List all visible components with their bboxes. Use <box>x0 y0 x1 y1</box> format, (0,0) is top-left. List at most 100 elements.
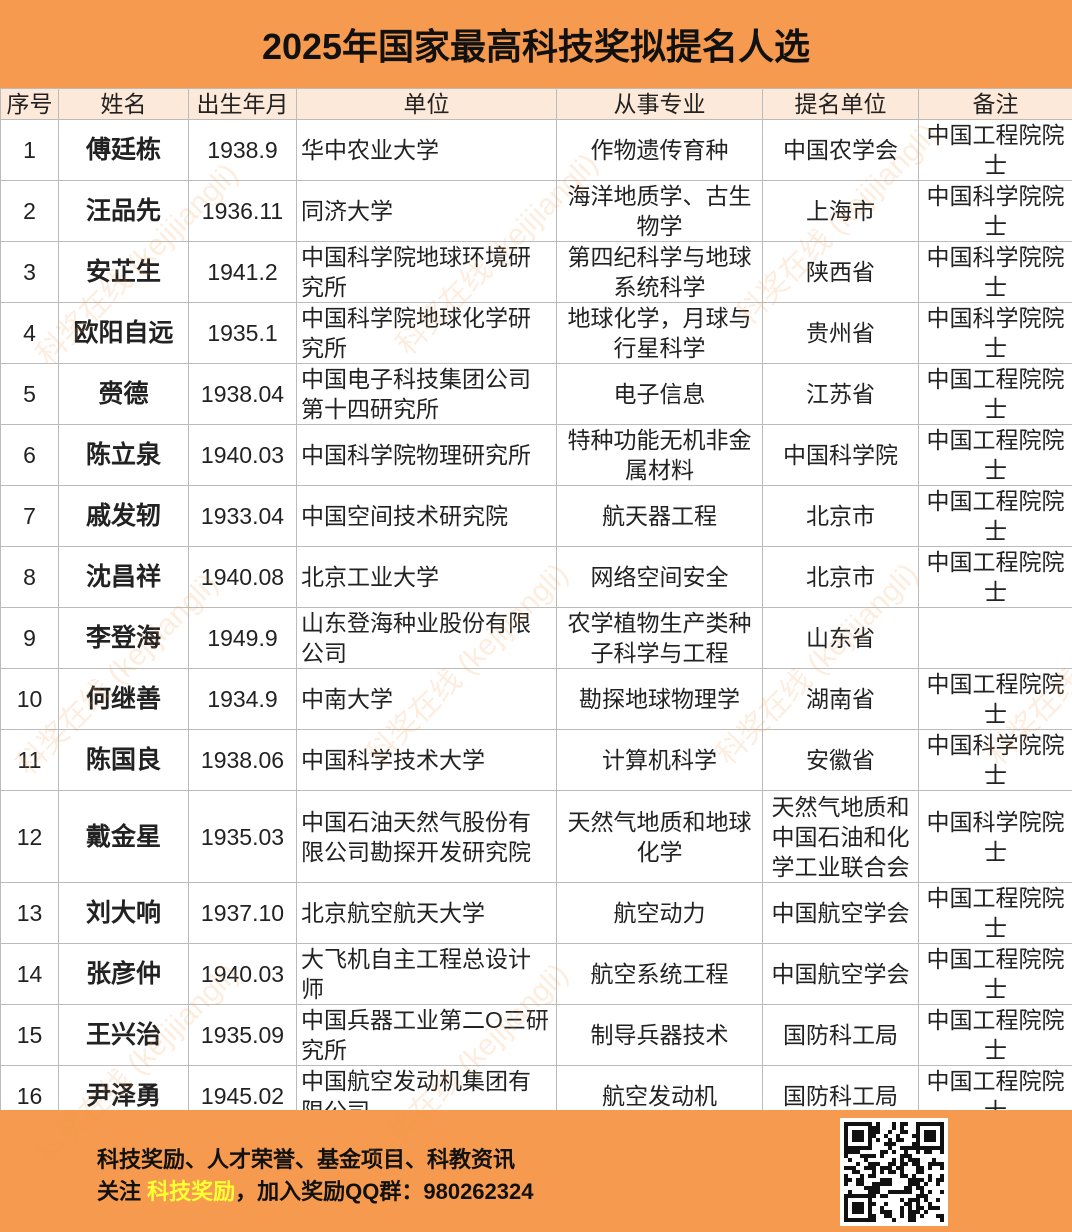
table-cell: 中国工程院院士 <box>918 1004 1072 1066</box>
table-cell: 计算机科学 <box>556 729 763 791</box>
column-header: 单位 <box>296 88 557 120</box>
table-cell: 中国航空学会 <box>762 882 919 944</box>
footer: 科技奖励、人才荣誉、基金项目、科教资讯 关注 科技奖励，加入奖励QQ群：9802… <box>0 1110 1072 1232</box>
table-row: 7 戚发轫 1933.04 中国空间技术研究院 航天器工程 北京市 中国工程院院士 <box>0 485 1072 547</box>
table-cell: 航天器工程 <box>556 485 763 547</box>
title: 2025年国家最高科技奖拟提名人选 <box>0 0 1072 88</box>
table-cell: 地球化学，月球与行星科学 <box>556 302 763 364</box>
table-cell: 王兴治 <box>58 1004 189 1066</box>
table-cell: 中国工程院院士 <box>918 363 1072 425</box>
table-cell: 中国空间技术研究院 <box>296 485 557 547</box>
table-cell: 15 <box>0 1004 59 1066</box>
table-cell: 张彦仲 <box>58 943 189 1005</box>
table-cell: 中国科学院院士 <box>918 180 1072 242</box>
table-cell: 李登海 <box>58 607 189 669</box>
table-cell: 上海市 <box>762 180 919 242</box>
table-row: 13 刘大响 1937.10 北京航空航天大学 航空动力 中国航空学会 中国工程院院士 <box>0 882 1072 944</box>
table-cell: 傅廷栋 <box>58 119 189 181</box>
table-row: 14 张彦仲 1940.03 大飞机自主工程总设计师 航空系统工程 中国航空学会 中国工程院… <box>0 943 1072 1005</box>
table-cell: 汪品先 <box>58 180 189 242</box>
text: ，加入奖励QQ群：980262324 <box>235 1179 534 1204</box>
table-cell: 北京市 <box>762 485 919 547</box>
table-row: 12 戴金星 1935.03 中国石油天然气股份有限公司勘探开发研究院 天然气地质和地球… <box>0 790 1072 883</box>
table-cell: 戴金星 <box>58 790 189 883</box>
table-cell: 2 <box>0 180 59 242</box>
column-header: 出生年月 <box>188 88 297 120</box>
table-cell: 农学植物生产类种子科学与工程 <box>556 607 763 669</box>
table-cell: 陕西省 <box>762 241 919 303</box>
header-row: 序号 姓名 出生年月 单位 从事专业 提名单位 备注 <box>0 88 1072 120</box>
table-cell: 陈立泉 <box>58 424 189 486</box>
table-row: 5 赍德 1938.04 中国电子科技集团公司第十四研究所 电子信息 江苏省 中国工程院院士 <box>0 363 1072 425</box>
table-cell: 中国工程院院士 <box>918 882 1072 944</box>
table-cell: 1935.1 <box>188 302 297 364</box>
table-cell: 1940.03 <box>188 424 297 486</box>
table-cell: 沈昌祥 <box>58 546 189 608</box>
table-cell: 电子信息 <box>556 363 763 425</box>
table-cell: 1938.9 <box>188 119 297 181</box>
table-cell: 何继善 <box>58 668 189 730</box>
table-cell: 1938.04 <box>188 363 297 425</box>
table-row: 11 陈国良 1938.06 中国科学技术大学 计算机科学 安徽省 中国科学院院士 <box>0 729 1072 791</box>
table-cell: 中国航空学会 <box>762 943 919 1005</box>
table-cell: 海洋地质学、古生物学 <box>556 180 763 242</box>
table-cell: 中国科学院地球化学研究所 <box>296 302 557 364</box>
table-row: 6 陈立泉 1940.03 中国科学院物理研究所 特种功能无机非金属材料 中国科学院 中国工… <box>0 424 1072 486</box>
table-cell: 中国科学院 <box>762 424 919 486</box>
table-cell: 作物遗传育种 <box>556 119 763 181</box>
table-cell: 欧阳自远 <box>58 302 189 364</box>
footer-line: 关注 科技奖励，加入奖励QQ群：980262324 <box>97 1174 533 1206</box>
table-cell: 中国科学院地球环境研究所 <box>296 241 557 303</box>
table-cell: 1941.2 <box>188 241 297 303</box>
table-cell: 中国兵器工业第二O三研究所 <box>296 1004 557 1066</box>
table-cell: 航空系统工程 <box>556 943 763 1005</box>
table-cell: 中国工程院院士 <box>918 424 1072 486</box>
table-cell: 1936.11 <box>188 180 297 242</box>
table-cell: 安徽省 <box>762 729 919 791</box>
table-cell: 网络空间安全 <box>556 546 763 608</box>
table-cell: 中国农学会 <box>762 119 919 181</box>
table-row: 2 汪品先 1936.11 同济大学 海洋地质学、古生物学 上海市 中国科学院院士 <box>0 180 1072 242</box>
table-cell: 1940.08 <box>188 546 297 608</box>
table-cell: 湖南省 <box>762 668 919 730</box>
table-cell: 北京市 <box>762 546 919 608</box>
table-cell: 7 <box>0 485 59 547</box>
table-cell: 特种功能无机非金属材料 <box>556 424 763 486</box>
table-cell: 天然气地质和地球化学 <box>556 790 763 883</box>
table-cell: 中国科学院院士 <box>918 729 1072 791</box>
table-cell: 中国科学院院士 <box>918 302 1072 364</box>
table-cell: 6 <box>0 424 59 486</box>
table-row: 10 何继善 1934.9 中南大学 勘探地球物理学 湖南省 中国工程院院士 <box>0 668 1072 730</box>
table-cell: 同济大学 <box>296 180 557 242</box>
table-cell: 中国科学院院士 <box>918 790 1072 883</box>
table-cell: 山东登海种业股份有限公司 <box>296 607 557 669</box>
table-cell: 1949.9 <box>188 607 297 669</box>
table-cell: 中国工程院院士 <box>918 668 1072 730</box>
table-cell: 中国电子科技集团公司第十四研究所 <box>296 363 557 425</box>
table-cell: 14 <box>0 943 59 1005</box>
table-cell: 北京航空航天大学 <box>296 882 557 944</box>
table-row: 15 王兴治 1935.09 中国兵器工业第二O三研究所 制导兵器技术 国防科工局 中国工程… <box>0 1004 1072 1066</box>
table-cell: 中国石油天然气股份有限公司勘探开发研究院 <box>296 790 557 883</box>
table-cell: 中国科学院物理研究所 <box>296 424 557 486</box>
table-row: 4 欧阳自远 1935.1 中国科学院地球化学研究所 地球化学，月球与行星科学 贵州省 中国… <box>0 302 1072 364</box>
table-cell: 中国工程院院士 <box>918 943 1072 1005</box>
table-cell: 中南大学 <box>296 668 557 730</box>
table-cell: 安芷生 <box>58 241 189 303</box>
table-cell: 中国工程院院士 <box>918 546 1072 608</box>
table-cell: 大飞机自主工程总设计师 <box>296 943 557 1005</box>
table-cell: 勘探地球物理学 <box>556 668 763 730</box>
table-row: 3 安芷生 1941.2 中国科学院地球环境研究所 第四纪科学与地球系统科学 陕西省 中国科… <box>0 241 1072 303</box>
table-cell: 5 <box>0 363 59 425</box>
table-cell: 中国工程院院士 <box>918 119 1072 181</box>
table-cell: 8 <box>0 546 59 608</box>
table-cell: 1940.03 <box>188 943 297 1005</box>
table-cell: 4 <box>0 302 59 364</box>
table-cell: 陈国良 <box>58 729 189 791</box>
column-header: 备注 <box>918 88 1072 120</box>
table-cell: 1937.10 <box>188 882 297 944</box>
column-header: 从事专业 <box>556 88 763 120</box>
table-cell: 10 <box>0 668 59 730</box>
table-cell: 贵州省 <box>762 302 919 364</box>
